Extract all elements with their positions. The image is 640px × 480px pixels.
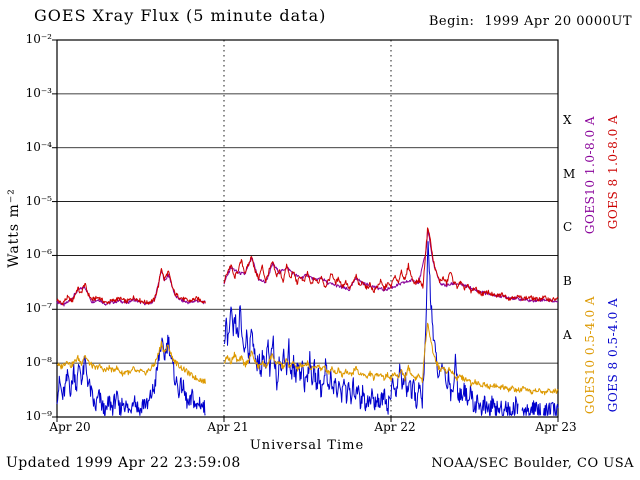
flare-class-a: A — [563, 328, 572, 342]
y-tick-1e-6: 10⁻⁶ — [25, 247, 52, 261]
x-tick-apr-21: Apr 21 — [207, 420, 249, 434]
begin-time: Begin: 1999 Apr 20 0000UT — [429, 14, 632, 29]
x-tick-apr-20: Apr 20 — [49, 420, 91, 434]
legend-goes8-long: GOES 8 1.0-8.0 A — [606, 114, 620, 230]
y-tick-1e-3: 10⁻³ — [25, 86, 52, 100]
flare-class-m: M — [563, 167, 576, 181]
y-tick-1e-7: 10⁻⁷ — [25, 301, 52, 315]
legend-goes8-short: GOES 8 0.5-4.0 A — [606, 297, 620, 413]
x-tick-apr-23: Apr 23 — [535, 420, 577, 434]
y-tick-1e-9: 10⁻⁹ — [25, 409, 52, 423]
flare-class-c: C — [563, 220, 573, 234]
y-tick-1e-8: 10⁻⁸ — [25, 355, 52, 369]
y-tick-1e-2: 10⁻² — [25, 32, 52, 46]
flare-class-b: B — [563, 274, 572, 288]
y-tick-1e-5: 10⁻⁵ — [25, 194, 52, 208]
page-title: GOES Xray Flux (5 minute data) — [34, 6, 327, 25]
x-tick-apr-22: Apr 22 — [374, 420, 416, 434]
x-axis-label: Universal Time — [249, 438, 365, 453]
begin-label: Begin: — [428, 14, 475, 29]
begin-value: 1999 Apr 20 0000UT — [484, 14, 632, 29]
updated-timestamp: Updated 1999 Apr 22 23:59:08 — [6, 455, 241, 471]
credit-text: NOAA/SEC Boulder, CO USA — [431, 456, 634, 471]
y-tick-1e-4: 10⁻⁴ — [25, 140, 52, 154]
legend-goes10-long: GOES10 1.0-8.0 A — [583, 115, 597, 235]
legend-goes10-short: GOES10 0.5-4.0 A — [583, 295, 597, 415]
flare-class-x: X — [563, 113, 572, 127]
